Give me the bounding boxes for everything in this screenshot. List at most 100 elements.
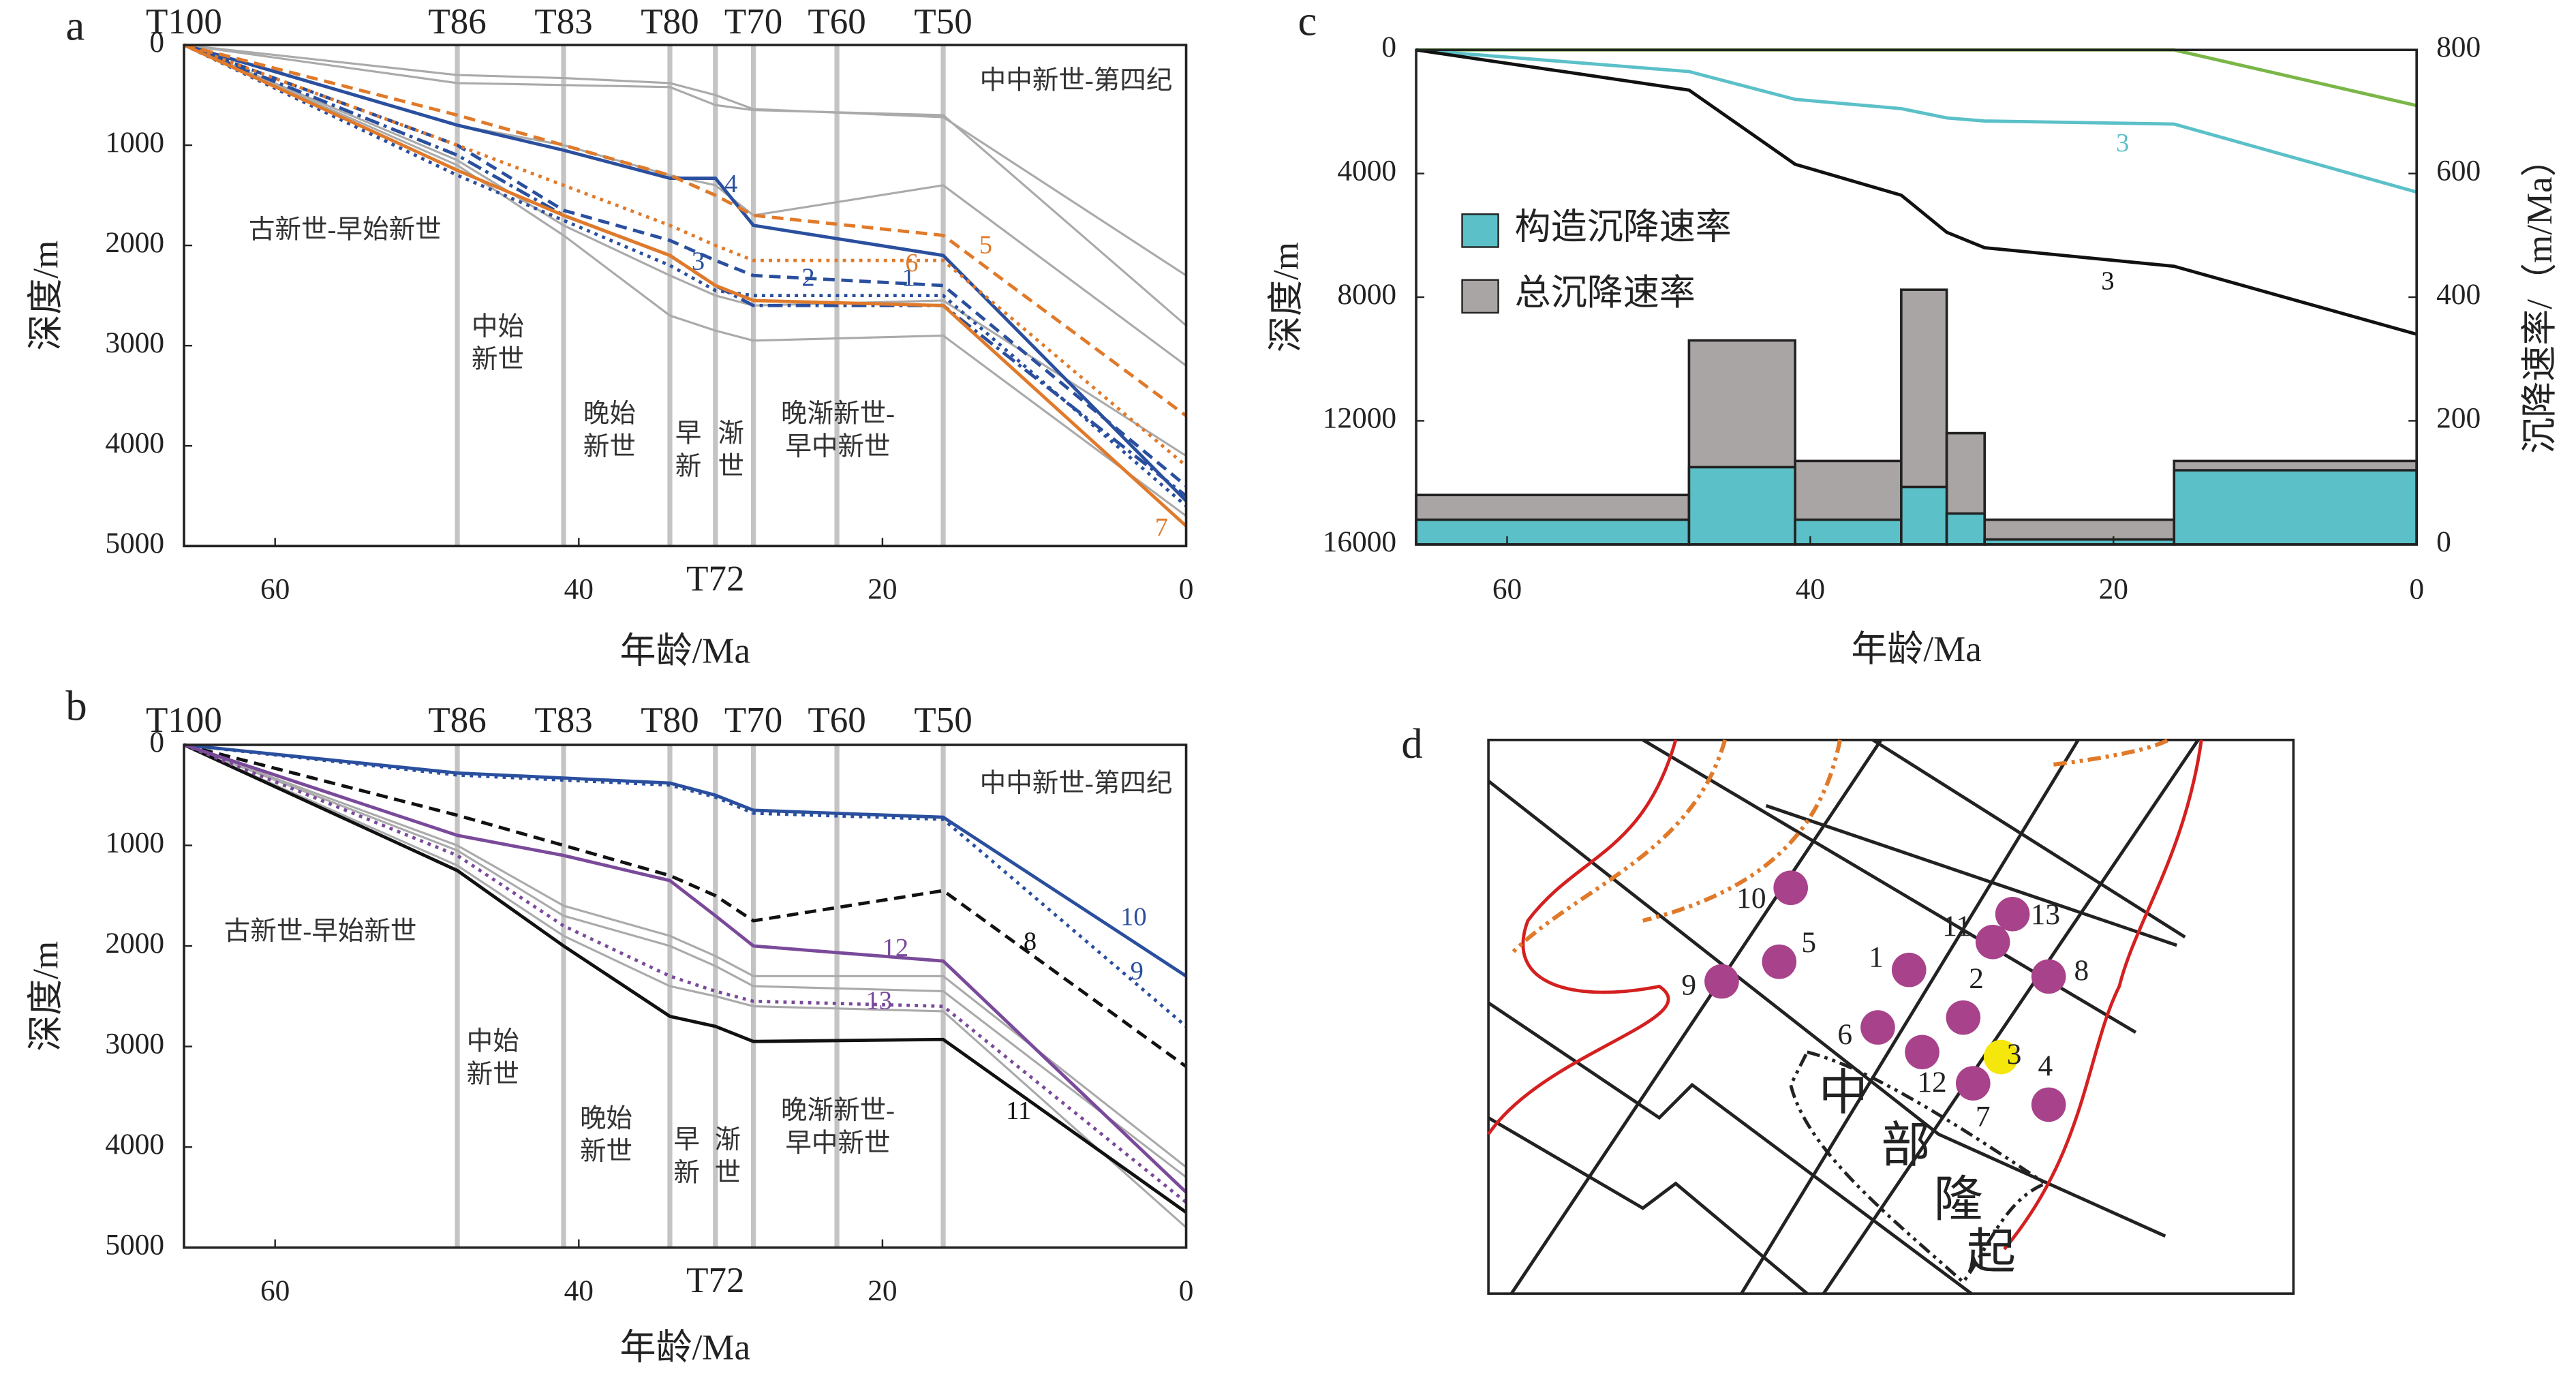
x-axis-label: 年龄/Ma <box>620 1328 750 1368</box>
panel: b T100 T86 T83 T80 T72 T70 T60 T50 中中新世-第四纪古新世-早始… <box>26 682 1193 1368</box>
horizon-label: T50 <box>914 2 972 42</box>
series-line <box>183 743 1188 1194</box>
horizon-label: T72 <box>686 1261 744 1300</box>
legend-swatch <box>1461 213 1499 248</box>
well-label: 8 <box>2074 954 2089 987</box>
series-label: 12 <box>883 934 909 962</box>
horizon-label: T60 <box>808 2 865 42</box>
series-line <box>183 44 1187 457</box>
stage-label: 世 <box>715 1159 741 1187</box>
series-label: 3 <box>2101 266 2114 295</box>
y-tick-label: 8000 <box>1337 278 1396 311</box>
series-label: 10 <box>1120 902 1147 931</box>
series-line <box>183 43 1188 502</box>
x-tick-label: 0 <box>2409 573 2424 606</box>
x-tick-label: 20 <box>868 573 897 606</box>
y-tick-label: 16000 <box>1323 525 1396 558</box>
stage-label: 晚渐新世- <box>781 400 895 429</box>
series-line <box>183 43 1188 487</box>
stage-label: 早 <box>675 420 702 448</box>
region-label: 隆 <box>1933 1173 1982 1227</box>
series-line <box>183 44 1187 277</box>
legend-label: 总沉降速率 <box>1515 273 1696 313</box>
series-line <box>183 43 1187 418</box>
series-label: 7 <box>1155 513 1168 542</box>
map-frame <box>1487 738 2295 1295</box>
x-tick-label: 0 <box>1179 573 1194 606</box>
stage-label: 古新世-早始新世 <box>249 216 442 245</box>
series-line <box>183 743 1188 1028</box>
x-tick-label: 40 <box>564 1274 594 1307</box>
horizon-label: T72 <box>686 559 744 598</box>
stage-label: 新 <box>675 453 702 481</box>
series-label: 8 <box>1024 928 1037 956</box>
stage-label: 中中新世-第四纪 <box>980 769 1173 798</box>
contour <box>1509 739 1728 955</box>
series-label: 3 <box>2116 129 2129 157</box>
horizon-label: T86 <box>428 701 486 740</box>
horizon-label: T100 <box>146 701 222 740</box>
well <box>1983 1039 2019 1075</box>
y-tick-label: 2000 <box>105 927 164 960</box>
well <box>1905 1035 1939 1070</box>
rate-bar <box>1945 512 1987 546</box>
series-line <box>183 743 1187 1214</box>
y-tick-label: 0 <box>149 726 164 759</box>
series-label: 11 <box>1006 1097 1031 1125</box>
panel-letter: c <box>1298 0 1317 44</box>
contour <box>1642 739 1842 923</box>
well <box>2031 959 2066 994</box>
y2-axis-label: 沉降速率/（m/Ma） <box>2520 140 2560 453</box>
series-label: 2 <box>801 264 814 292</box>
panel: a T100 T86 T83 T80 T72 T70 T60 T50 中中新世-第四纪古新世-早始… <box>26 2 1193 671</box>
well <box>1860 1010 1895 1045</box>
stage-label: 晚始 <box>583 400 636 429</box>
series-line <box>1415 48 2417 336</box>
y-axis-label: 深度/m <box>26 941 65 1052</box>
legend-swatch <box>1461 279 1499 314</box>
faults <box>1487 738 2200 1296</box>
stage-label: 早 <box>673 1126 700 1154</box>
horizon-label: T83 <box>534 2 592 42</box>
uplift <box>1789 1050 2049 1285</box>
y2-tick-label: 400 <box>2436 278 2481 311</box>
well-label: 6 <box>1837 1018 1852 1051</box>
series-line <box>183 744 1187 1229</box>
well <box>2031 1087 2066 1122</box>
stage-label: 渐 <box>715 1126 741 1154</box>
boundary <box>1487 739 1678 1135</box>
series-label: 13 <box>865 986 892 1015</box>
x-tick-label: 60 <box>1492 573 1522 606</box>
x-tick-label: 40 <box>564 573 594 606</box>
horizon-label: T50 <box>914 701 972 740</box>
stage-label: 中始 <box>467 1028 519 1056</box>
well-label: 5 <box>1801 926 1816 959</box>
plot-frame <box>183 744 1188 1249</box>
y2-tick-label: 200 <box>2436 401 2481 434</box>
horizon-label: T80 <box>641 2 699 42</box>
series-line <box>183 744 1187 1178</box>
well-label: 12 <box>1917 1066 1946 1099</box>
panel-letter: b <box>65 682 87 730</box>
series-label: 3 <box>692 247 705 275</box>
y-tick-label: 3000 <box>105 326 164 359</box>
region-label: 中 <box>1819 1066 1868 1120</box>
horizon-label: T60 <box>808 701 865 740</box>
boundary <box>2003 739 2203 1251</box>
y-tick-label: 5000 <box>105 527 164 560</box>
well <box>1975 924 2010 960</box>
stage-label: 新世 <box>583 433 636 461</box>
rate-bar <box>1900 485 1948 546</box>
stage-label: 世 <box>718 453 744 481</box>
y-axis-label: 深度/m <box>26 241 65 351</box>
stage-label: 中中新世-第四纪 <box>980 65 1173 95</box>
well <box>1891 952 1927 987</box>
series-label: 6 <box>905 249 918 277</box>
y-tick-label: 4000 <box>105 427 164 459</box>
well-label: 7 <box>1976 1101 1991 1133</box>
well-label: 2 <box>1969 962 1984 995</box>
y-tick-label: 3000 <box>105 1028 164 1060</box>
y-tick-label: 12000 <box>1323 401 1396 434</box>
well-label: 4 <box>2038 1050 2053 1082</box>
